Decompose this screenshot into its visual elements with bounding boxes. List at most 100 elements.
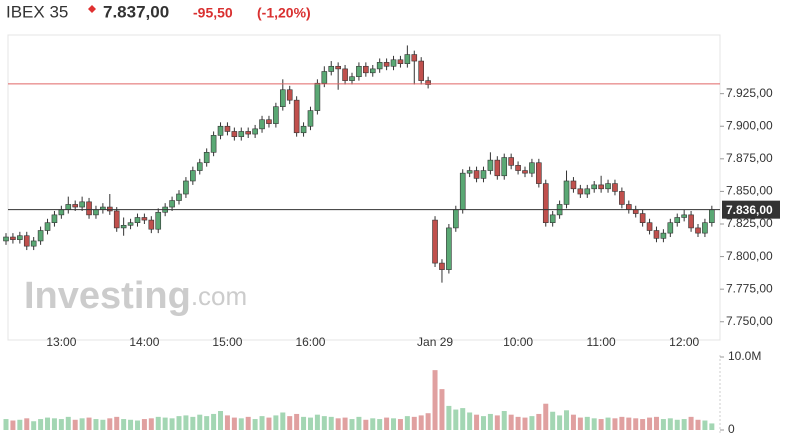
volume-bar — [397, 419, 403, 430]
volume-bar — [307, 417, 313, 430]
candle-body — [619, 191, 625, 205]
volume-bar — [100, 419, 106, 430]
volume-bar — [591, 418, 597, 430]
volume-bar — [148, 418, 154, 430]
candle-body — [418, 60, 425, 81]
candle-body — [688, 214, 694, 229]
volume-bar — [605, 417, 611, 430]
volume-bar — [619, 416, 625, 430]
candle-body — [300, 125, 307, 134]
candle-body — [196, 162, 203, 171]
volume-bar — [141, 419, 147, 430]
candle-body — [508, 157, 514, 166]
candle-body — [480, 170, 487, 179]
volume-bar — [301, 416, 307, 430]
candle-body — [446, 227, 452, 270]
volume-bar — [480, 416, 486, 430]
candle-body — [570, 180, 577, 190]
candle-body — [224, 125, 231, 132]
watermark-suffix: .com — [191, 281, 247, 311]
candle-body — [397, 59, 404, 64]
candle-body — [674, 217, 681, 223]
candle-body — [584, 188, 591, 195]
volume-bar — [169, 418, 175, 430]
candle-body — [695, 227, 701, 234]
candle-body — [107, 206, 113, 212]
volume-bar — [79, 418, 85, 430]
candle-body — [293, 99, 300, 134]
candle-body — [58, 209, 65, 216]
volume-bar — [183, 415, 189, 430]
volume-bar — [439, 389, 445, 430]
volume-bar — [121, 419, 127, 430]
volume-bar — [218, 411, 224, 430]
volume-bar — [328, 416, 334, 430]
volume-bar — [86, 417, 92, 430]
candle-body — [134, 217, 141, 223]
candle-body — [190, 170, 196, 182]
candle-body — [383, 62, 390, 67]
candle-body — [536, 162, 542, 184]
x-tick-label: 14:00 — [129, 335, 159, 349]
x-tick-label: 16:00 — [295, 335, 325, 349]
volume-bar — [45, 417, 51, 430]
volume-bar — [204, 416, 210, 430]
volume-bar — [335, 418, 341, 430]
volume-bar — [287, 416, 293, 430]
change-percent: (-1,20%) — [257, 5, 311, 21]
candle-body — [30, 240, 37, 247]
volume-bar — [467, 412, 473, 430]
volume-bar — [134, 420, 140, 430]
volume-bar — [211, 413, 217, 430]
candle-body — [217, 125, 224, 136]
y2-tick-label: 0 — [728, 422, 735, 436]
volume-bar — [259, 416, 265, 430]
volume-bar — [640, 419, 646, 430]
volume-bar — [570, 414, 576, 430]
volume-bar — [314, 414, 320, 430]
watermark: Investing.com — [24, 275, 247, 317]
volume-bar — [432, 370, 438, 430]
candle-body — [363, 65, 369, 74]
candle-body — [51, 214, 58, 223]
volume-bar — [667, 418, 673, 430]
candle-body — [328, 65, 335, 72]
volume-bar — [557, 415, 563, 430]
candle-body — [591, 184, 598, 190]
candle-body — [356, 65, 362, 78]
volume-bar — [24, 418, 30, 430]
y-tick-label: 7.750,00 — [726, 314, 773, 328]
volume-bar — [197, 414, 203, 430]
candle-body — [210, 135, 217, 153]
volume-bar — [501, 411, 507, 430]
volume-bar — [370, 418, 376, 430]
candle-body — [660, 232, 667, 239]
volume-bar — [51, 418, 57, 430]
volume-bar — [10, 420, 16, 430]
candle-body — [411, 54, 418, 62]
candle-body — [709, 209, 715, 223]
candle-body — [632, 209, 639, 214]
volume-bar — [321, 416, 327, 430]
volume-bar — [72, 419, 78, 430]
candle-body — [17, 235, 23, 240]
candle-body — [259, 119, 265, 130]
volume-bar — [128, 419, 134, 430]
volume-bar — [633, 418, 639, 430]
candle-body — [44, 222, 51, 231]
candle-body — [466, 170, 473, 174]
volume-bar — [446, 405, 452, 430]
candle-body — [376, 62, 383, 70]
y-tick-label: 7.850,00 — [726, 184, 773, 198]
candle-body — [307, 110, 314, 127]
volume-bar — [280, 412, 286, 430]
candle-body — [452, 209, 459, 229]
candle-body — [37, 230, 44, 242]
x-tick-label: Jan 29 — [417, 335, 453, 349]
volume-bar — [238, 418, 244, 430]
volume-bar — [162, 417, 168, 430]
volume-bar — [695, 419, 701, 430]
candle-body — [203, 152, 210, 164]
candle-body — [86, 201, 92, 216]
volume-bar — [494, 415, 500, 430]
